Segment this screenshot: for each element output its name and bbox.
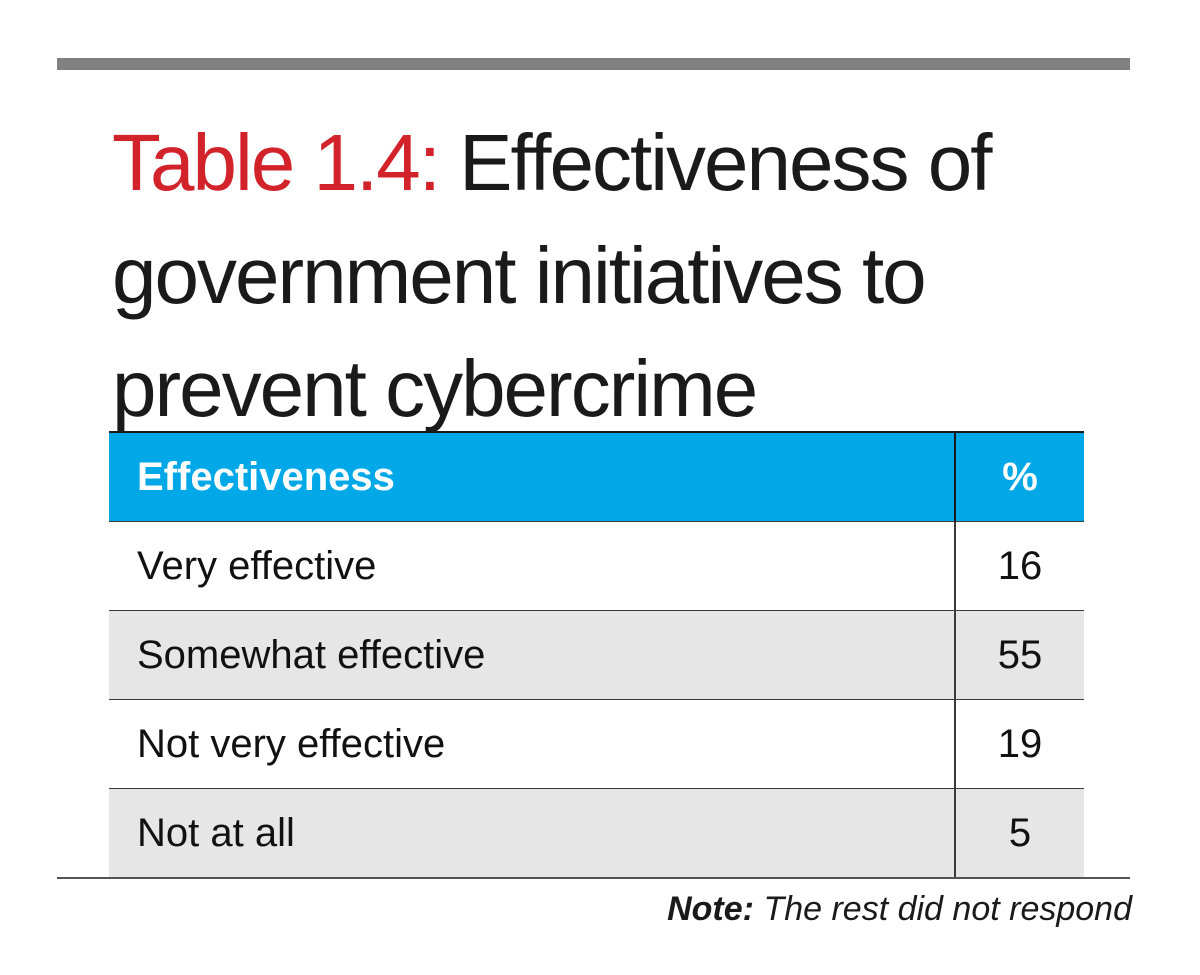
table-row: Not at all 5 — [109, 788, 1084, 877]
row-label: Not very effective — [109, 699, 956, 789]
column-header-percent: % — [955, 431, 1084, 522]
row-label: Not at all — [109, 788, 956, 877]
row-value: 16 — [955, 521, 1084, 611]
row-value: 19 — [955, 699, 1084, 789]
title-prefix: Table 1.4: — [112, 118, 441, 207]
row-label: Somewhat effective — [109, 610, 956, 700]
note-label: Note: — [667, 890, 754, 928]
effectiveness-table: Effectiveness % Very effective 16 Somewh… — [109, 431, 1084, 877]
row-value: 55 — [955, 610, 1084, 700]
top-rule — [57, 58, 1130, 70]
row-label: Very effective — [109, 521, 956, 611]
row-value: 5 — [955, 788, 1084, 877]
table-row: Very effective 16 — [109, 521, 1084, 611]
table-row: Somewhat effective 55 — [109, 610, 1084, 700]
table-row: Not very effective 19 — [109, 699, 1084, 789]
footnote: Note: The rest did not respond — [667, 890, 1132, 929]
data-table: Effectiveness % Very effective 16 Somewh… — [109, 431, 1084, 877]
table-header-row: Effectiveness % — [109, 431, 1084, 522]
column-header-effectiveness: Effectiveness — [109, 431, 956, 522]
bottom-rule — [57, 877, 1130, 879]
note-text: The rest did not respond — [763, 890, 1132, 928]
title-text: Effectiveness of government initiatives … — [112, 118, 992, 433]
page-title: Table 1.4: Effectiveness of government i… — [112, 106, 1112, 445]
